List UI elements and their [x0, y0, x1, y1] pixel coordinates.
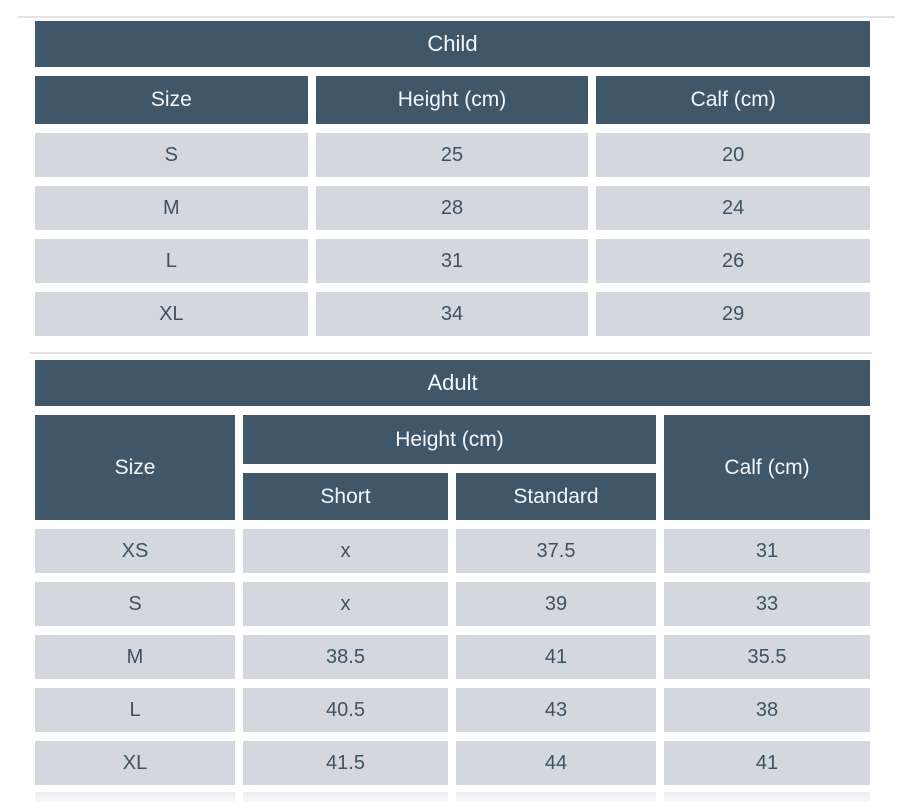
table-cell: 20 [596, 133, 870, 177]
table-cell: 44 [456, 741, 656, 785]
table-cell: 43 [456, 688, 656, 732]
table-cell: 40.5 [243, 688, 448, 732]
adult-column-calf: Calf (cm) [664, 415, 871, 520]
table-cell: x [243, 529, 448, 573]
table-cell: 28 [315, 186, 589, 230]
child-table-title: Child [35, 21, 870, 67]
adult-size-table: Adult Size Height (cm) Calf (cm) Short S… [27, 351, 878, 794]
cropped-cell [456, 792, 656, 802]
adult-column-size: Size [35, 415, 235, 520]
table-row: XL 34 29 [35, 292, 870, 336]
child-column-size: Size [35, 76, 308, 124]
table-cell: S [35, 582, 235, 626]
middle-divider-line [30, 352, 872, 354]
table-cell: x [243, 582, 448, 626]
table-cell: 41 [664, 741, 871, 785]
table-row: L 40.5 43 38 [35, 688, 871, 732]
table-cell: L [35, 239, 308, 283]
table-cell: XL [35, 741, 235, 785]
adult-column-standard: Standard [456, 473, 656, 520]
table-cell: L [35, 688, 235, 732]
table-cell: 37.5 [456, 529, 656, 573]
table-row: S 25 20 [35, 133, 870, 177]
table-cell: S [35, 133, 308, 177]
adult-table-subheader-row: Short Standard [35, 473, 870, 520]
table-cell: M [35, 635, 235, 679]
table-cell: 35.5 [664, 635, 871, 679]
adult-column-height-group: Height (cm) [243, 415, 656, 464]
table-cell: 31 [664, 529, 871, 573]
adult-table-title-row: Adult [35, 360, 871, 406]
cropped-cell [35, 792, 235, 802]
table-row: XS x 37.5 31 [35, 529, 871, 573]
cropped-cell [664, 792, 870, 802]
table-cell: 38.5 [243, 635, 448, 679]
child-table-body: S 25 20 M 28 24 L 31 26 XL 34 29 [35, 133, 870, 336]
cropped-cell [243, 792, 448, 802]
table-cell: XL [35, 292, 308, 336]
table-cell: M [35, 186, 308, 230]
table-cell: 25 [315, 133, 589, 177]
table-cell: 39 [456, 582, 656, 626]
table-cell: XS [35, 529, 235, 573]
table-row: M 28 24 [35, 186, 870, 230]
table-cell: 41.5 [243, 741, 448, 785]
table-cell: 38 [664, 688, 871, 732]
table-cell: 24 [596, 186, 870, 230]
adult-table-header-row: Size Height (cm) Calf (cm) [35, 415, 871, 520]
table-cell: 31 [315, 239, 589, 283]
child-column-height: Height (cm) [315, 76, 589, 124]
adult-table-title: Adult [35, 360, 871, 406]
cropped-next-row-strip [35, 792, 870, 802]
table-row: L 31 26 [35, 239, 870, 283]
child-table-title-row: Child [35, 21, 870, 67]
table-cell: 33 [664, 582, 871, 626]
child-table-header-row: Size Height (cm) Calf (cm) [35, 76, 870, 124]
top-divider-line [18, 16, 895, 18]
table-row: M 38.5 41 35.5 [35, 635, 871, 679]
table-cell: 29 [596, 292, 870, 336]
table-cell: 34 [315, 292, 589, 336]
table-cell: 41 [456, 635, 656, 679]
child-column-calf: Calf (cm) [596, 76, 870, 124]
adult-column-short: Short [243, 473, 448, 520]
table-row: XL 41.5 44 41 [35, 741, 871, 785]
child-size-table: Child Size Height (cm) Calf (cm) S 25 20 M 2… [27, 12, 878, 345]
table-cell: 26 [596, 239, 870, 283]
